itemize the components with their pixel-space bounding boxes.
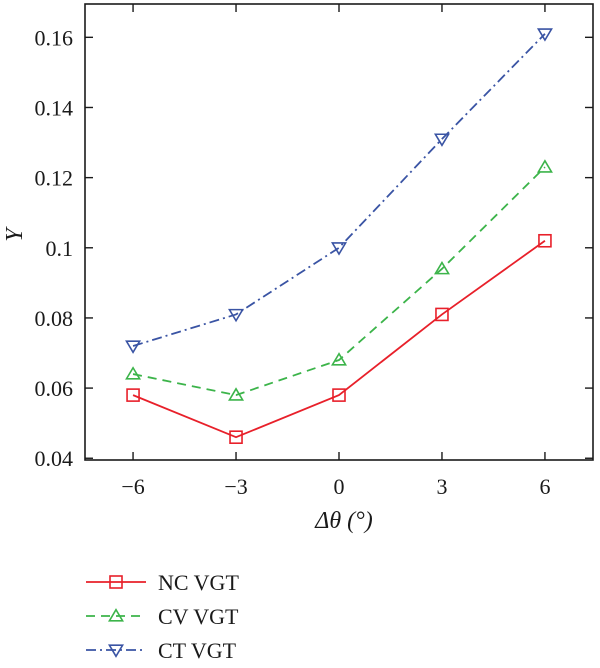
series-cv-vgt: [125, 159, 553, 401]
y-tick-labels: 0.04 0.06 0.08 0.1 0.12 0.14 0.16: [35, 25, 74, 471]
data-point-marker: [107, 608, 125, 622]
x-tick-label: 3: [436, 474, 447, 499]
y-tick-label: 0.04: [35, 446, 74, 471]
legend-label: NC VGT: [158, 570, 239, 595]
data-point-marker: [125, 340, 142, 354]
data-point-marker: [435, 307, 449, 322]
data-point-marker: [330, 242, 348, 256]
x-tick-label: −3: [224, 474, 247, 499]
data-point-marker: [228, 387, 245, 401]
data-point-marker: [536, 159, 553, 173]
data-point-marker: [433, 260, 450, 275]
series-line: [132, 33, 546, 347]
data-point-marker: [536, 28, 553, 42]
data-point-marker: [332, 388, 346, 402]
axis-ticks: [85, 4, 593, 460]
y-tick-label: 0.06: [35, 376, 74, 401]
y-tick-label: 0.16: [35, 25, 74, 50]
plot-frame: [84, 3, 594, 461]
y-tick-label: 0.12: [35, 166, 74, 191]
legend-item: CT VGT: [86, 638, 237, 663]
series-nc-vgt: [126, 233, 552, 445]
series-layer: [125, 28, 553, 445]
legend: NC VGT CV VGT CT VGT: [86, 570, 239, 663]
legend-item: NC VGT: [86, 570, 239, 595]
x-tick-label: −6: [121, 474, 144, 499]
data-point-marker: [125, 366, 142, 380]
data-point-marker: [433, 133, 450, 147]
series-ct-vgt: [125, 28, 553, 354]
series-line: [132, 240, 546, 439]
data-point-marker: [538, 233, 552, 248]
data-point-marker: [330, 352, 348, 366]
legend-label: CV VGT: [158, 604, 239, 629]
x-tick-labels: −6 −3 0 3 6: [121, 474, 550, 499]
data-point-marker: [109, 575, 123, 589]
legend-item: CV VGT: [86, 604, 239, 629]
x-tick-label: 6: [539, 474, 550, 499]
data-point-marker: [126, 388, 140, 402]
legend-label: CT VGT: [158, 638, 237, 663]
y-tick-label: 0.08: [35, 306, 74, 331]
y-axis-title: Y: [2, 226, 28, 242]
series-line: [132, 166, 546, 397]
data-point-marker: [229, 430, 243, 445]
y-tick-label: 0.14: [35, 95, 74, 120]
data-point-marker: [228, 308, 245, 323]
x-tick-label: 0: [334, 474, 345, 499]
x-axis-title: Δθ (°): [314, 508, 372, 534]
y-tick-label: 0.1: [46, 236, 74, 261]
data-point-marker: [107, 644, 125, 658]
